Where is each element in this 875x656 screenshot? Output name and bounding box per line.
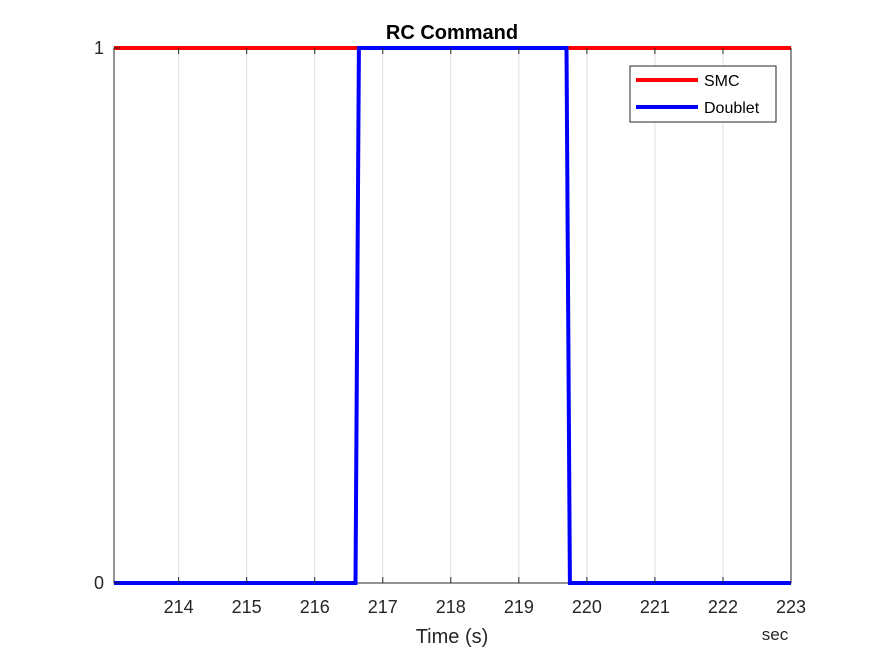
legend-box — [629, 65, 777, 123]
x-tick-label: 215 — [232, 597, 262, 617]
tick-layer: 214 215 216 217 218 219 220 221 222 223 0 1 — [94, 38, 806, 617]
series-layer — [114, 46, 791, 585]
x-tick-label: 218 — [436, 597, 466, 617]
x-tick-label: 220 — [572, 597, 602, 617]
chart-title: RC Command — [386, 22, 518, 44]
legend: SMC Doublet — [629, 65, 777, 123]
plot-area — [113, 47, 792, 584]
x-axis-unit-label: sec — [762, 625, 789, 644]
series-line-doublet — [114, 46, 791, 585]
x-tick-label: 214 — [164, 597, 194, 617]
x-tick-label: 221 — [640, 597, 670, 617]
x-tick-label: 223 — [776, 597, 806, 617]
x-tick-label: 222 — [708, 597, 738, 617]
x-tick-label: 219 — [504, 597, 534, 617]
x-tick-label: 217 — [368, 597, 398, 617]
legend-label-smc: SMC — [704, 73, 740, 90]
y-tick-label: 0 — [94, 573, 104, 593]
x-tick-label: 216 — [300, 597, 330, 617]
legend-label-doublet: Doublet — [704, 100, 760, 117]
x-axis-label: Time (s) — [416, 626, 489, 648]
y-tick-label: 1 — [94, 38, 104, 58]
